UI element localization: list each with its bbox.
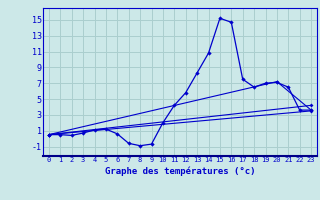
X-axis label: Graphe des températures (°c): Graphe des températures (°c) <box>105 166 255 176</box>
